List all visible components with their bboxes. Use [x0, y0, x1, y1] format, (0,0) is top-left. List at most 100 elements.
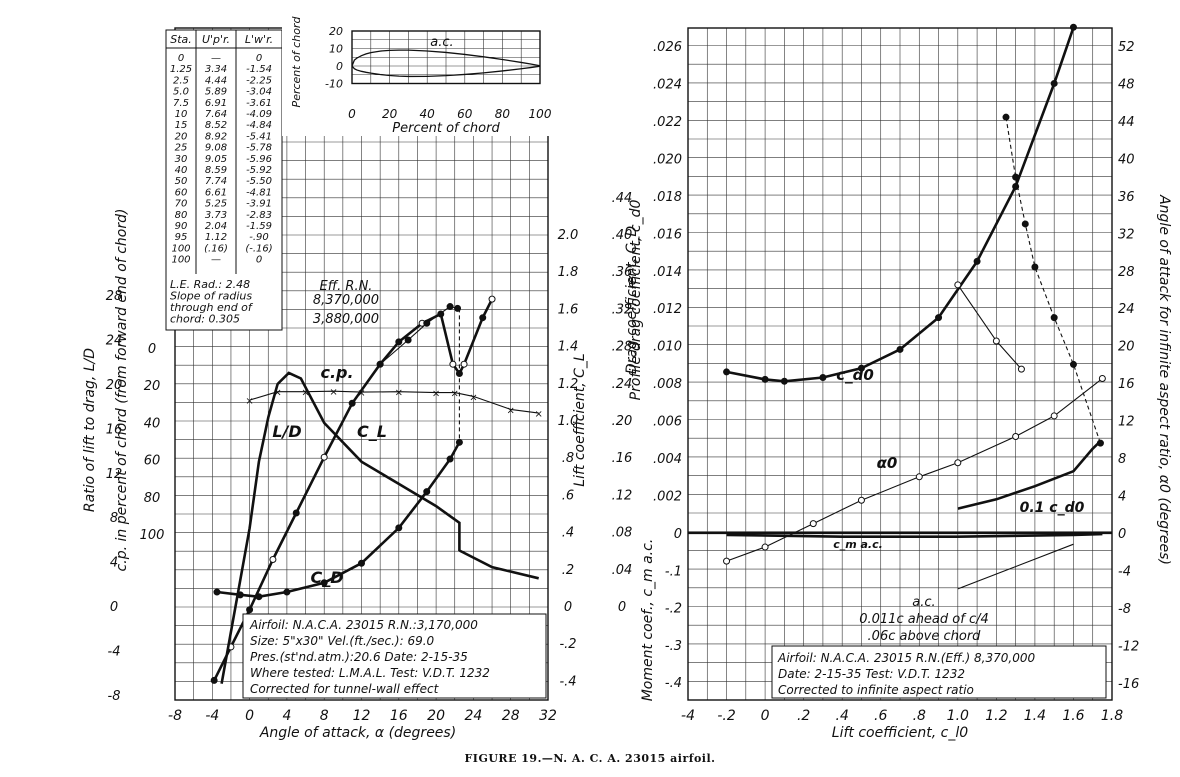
right-data-point: [1031, 263, 1039, 271]
cp-point-marker: ×: [357, 388, 365, 399]
ordinate-table-cell: 95: [175, 232, 188, 243]
cd-tick-label: .36: [612, 265, 633, 280]
ordinate-table-cell: 0: [256, 53, 262, 64]
inset-x-tick-label: 0: [348, 107, 356, 121]
cd-tick-label: .16: [612, 451, 633, 466]
right-data-point: [780, 377, 788, 385]
ld-axis-label: Ratio of lift to drag, L/D: [82, 348, 98, 512]
cd0-tick-label: .024: [653, 77, 682, 92]
ac-note-line: 0.011c ahead of c/4: [859, 612, 989, 627]
right-series-line: [957, 442, 1100, 510]
cd0-tick-label: .016: [653, 227, 682, 242]
alpha-tick-label: 48: [1118, 77, 1135, 92]
cm-tick-label: -.2: [665, 602, 682, 617]
ld-tick-label: 24: [106, 334, 123, 349]
right-x-tick-label: 0: [761, 708, 770, 724]
ordinate-table-cell: —: [211, 53, 221, 64]
alpha-tick-label: 36: [1118, 190, 1135, 205]
cd0-tick-label: .002: [653, 490, 682, 505]
figure-caption: FIGURE 19.—N. A. C. A. 23015 airfoil.: [464, 752, 716, 765]
ordinate-table-cell: 8.52: [205, 120, 227, 131]
cd-tick-label: .12: [612, 488, 633, 503]
left-data-point: [255, 593, 263, 601]
left-x-tick-label: 8: [320, 708, 329, 724]
ordinate-table-cell: -3.91: [246, 199, 272, 210]
ordinate-table-cell: 5.0: [173, 87, 189, 98]
ordinate-table-cell: 7.74: [205, 176, 227, 187]
right-x-tick-label: .8: [913, 708, 926, 724]
cp-tick-label: 40: [144, 416, 161, 431]
left-data-point: [376, 360, 384, 368]
right-x-tick-label: 1.8: [1101, 708, 1123, 724]
left-series-line: [249, 390, 539, 414]
left-info-line: Where tested: L.M.A.L. Test: V.D.T. 1232: [250, 666, 490, 680]
right-grid: [687, 28, 1113, 701]
cd0-tick-label: .020: [653, 152, 682, 167]
right-info-box: Airfoil: N.A.C.A. 23015 R.N.(Eff.) 8,370…: [771, 645, 1107, 699]
left-series-line: [213, 298, 494, 681]
cl-tick-label: .4: [562, 526, 574, 541]
right-data-point: [1012, 182, 1020, 190]
ordinate-table-cell: 100: [171, 243, 190, 254]
alpha-tick-label: 24: [1118, 302, 1135, 317]
airfoil-upper-surface: [351, 49, 541, 67]
ordinate-table-cell: 2.04: [205, 221, 227, 232]
cl-tick-label: 1.0: [558, 414, 579, 429]
cp-point-marker: ×: [395, 388, 403, 399]
cd0-tick-label: .012: [653, 302, 682, 317]
ordinate-table-cell: 1.25: [170, 64, 192, 75]
right-data-point: [1069, 23, 1077, 31]
cd-tick-label: .32: [612, 302, 633, 317]
ld-tick-label: -4: [108, 644, 121, 659]
ordinate-table-cell: 10: [175, 109, 188, 120]
ordinate-table-cell: 0: [178, 53, 184, 64]
cd0-curve-label: c_d0: [836, 366, 874, 384]
alpha-tick-label: -16: [1118, 677, 1139, 692]
ordinate-table-cell: 6.61: [205, 187, 227, 198]
ordinate-table-cell: (-.16): [245, 243, 272, 254]
ordinate-table-cell: 0: [256, 255, 262, 266]
right-data-point: [896, 345, 904, 353]
ld-tick-label: 12: [106, 467, 123, 482]
inset-ac-label: a.c.: [430, 35, 453, 50]
cm-curve-label: c_m a.c.: [833, 538, 883, 551]
ordinate-table-cell: -.90: [249, 232, 269, 243]
ordinate-table-cell: 50: [175, 176, 188, 187]
inset-frame: [351, 30, 541, 85]
ordinate-table-cell: 40: [175, 165, 188, 176]
ordinate-table-cell: —: [211, 255, 221, 266]
left-info-line: Corrected for tunnel-wall effect: [250, 682, 440, 696]
right-series-line: [957, 284, 1022, 370]
left-data-point: [320, 579, 328, 587]
cd0-tick-label: .004: [653, 452, 682, 467]
right-x-tick-label: -4: [681, 708, 695, 724]
ordinate-table-cell: 15: [175, 120, 188, 131]
cp-point-marker: ×: [329, 387, 337, 398]
ordinate-table-cell: 4.44: [205, 75, 227, 86]
cp-curve-label: c.p.: [320, 363, 353, 382]
left-data-point: [395, 338, 403, 346]
inset-x-tick-label: 20: [382, 107, 398, 121]
left-data-point: [269, 556, 277, 563]
ordinate-table-cell: 2.5: [173, 75, 189, 86]
left-data-point: [488, 295, 496, 303]
cd-tick-label: 0: [618, 600, 626, 615]
cl-curve-label: C_L: [357, 422, 387, 441]
alpha-tick-label: 0: [1118, 527, 1126, 542]
left-series-line: [216, 441, 461, 599]
ordinate-table-cell: 7.5: [173, 98, 189, 109]
left-data-point: [423, 488, 431, 496]
ordinate-table-cell: 8.92: [205, 131, 227, 142]
ordinate-table-header: U'p'r.: [202, 33, 230, 46]
inset-y-tick-label: -10: [325, 78, 343, 91]
ordinate-table-cell: -4.09: [246, 109, 272, 120]
cl-tick-label: .6: [562, 488, 574, 503]
right-series-line: [1005, 117, 1101, 444]
cl-tick-label: -.2: [559, 637, 576, 652]
ordinate-table-cell: 30: [175, 154, 188, 165]
right-x-tick-label: -.2: [717, 708, 736, 724]
alpha-axis-label: Angle of attack for infinite aspect rati…: [1156, 194, 1172, 565]
right-x-tick-label: 1.0: [947, 708, 969, 724]
ordinate-table-cell: 90: [175, 221, 188, 232]
ordinate-table: Sta. U'p'r. L'w'r.0—01.25 3.34 -1.542.5 4.44-…: [165, 29, 283, 331]
